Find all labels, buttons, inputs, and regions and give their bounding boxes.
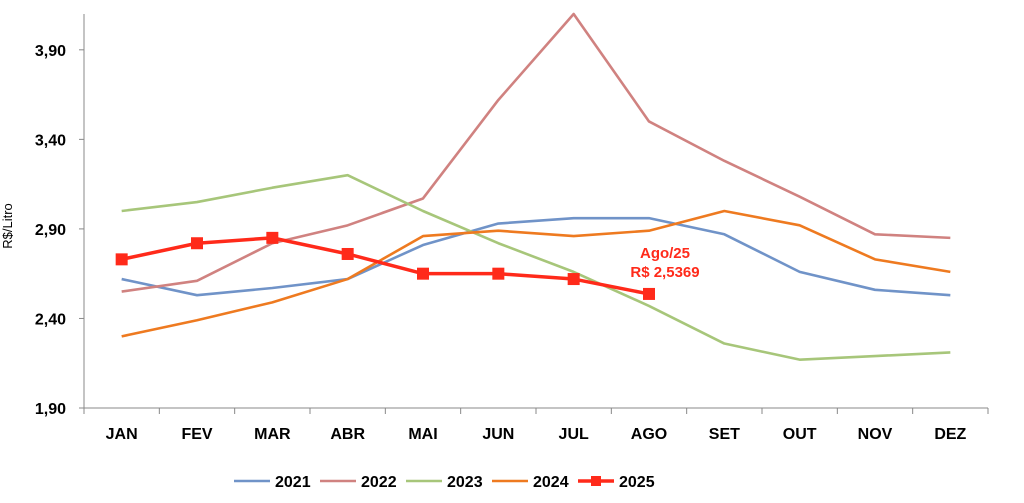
x-tick-label: AGO	[631, 426, 667, 443]
data-point-2025	[266, 231, 279, 244]
series-line-2021	[121, 216, 951, 297]
y-tick-label: 3,40	[35, 132, 66, 149]
x-tick-label: MAR	[254, 426, 291, 443]
series-line-2024	[121, 209, 951, 338]
x-tick-label: SET	[709, 426, 740, 443]
y-tick-labels: 1,90 2,40 2,90 3,40 3,90	[35, 43, 84, 418]
x-tick-label: FEV	[181, 426, 212, 443]
data-point-2025	[191, 237, 203, 250]
annotation-line: Ago/25	[640, 245, 690, 262]
data-annotation: Ago/25 R$ 2,5369	[630, 245, 699, 281]
data-point-2025	[567, 273, 580, 286]
x-tick-label: JAN	[106, 426, 138, 443]
data-point-2025	[492, 267, 505, 280]
chart-legend: 2021 2022 2023 2024 2025	[234, 474, 655, 491]
x-tick-label: DEZ	[934, 426, 966, 443]
data-point-2025	[417, 267, 429, 280]
x-tick-label: MAI	[408, 426, 437, 443]
series-line-2022	[121, 12, 951, 293]
legend-label-2021: 2021	[275, 474, 311, 491]
x-tick-label: OUT	[783, 426, 817, 443]
legend-label-2025: 2025	[619, 474, 655, 491]
data-point-2025	[341, 247, 354, 260]
legend-label-2023: 2023	[447, 474, 483, 491]
chart-axes	[83, 14, 989, 414]
legend-label-2022: 2022	[361, 474, 397, 491]
legend-marker-2025	[591, 476, 601, 486]
x-tick-label: ABR	[330, 426, 365, 443]
y-tick-label: 3,90	[35, 43, 66, 60]
data-point-2025	[115, 253, 128, 266]
legend-label-2024: 2024	[533, 474, 569, 491]
series-lines	[121, 12, 951, 361]
x-tick-labels: JAN FEV MAR ABR MAI JUN JUL AGO SET OUT NOV DEZ	[106, 426, 967, 443]
series-markers	[115, 231, 655, 300]
y-tick-label: 2,90	[35, 222, 66, 239]
data-point-2025	[643, 287, 655, 300]
x-tick-label: NOV	[858, 426, 893, 443]
x-tick-label: JUL	[559, 426, 589, 443]
series-line-2023	[121, 173, 951, 361]
y-axis-title: R$/Litro	[0, 203, 15, 249]
x-tick-label: JUN	[482, 426, 514, 443]
series-line-2025	[121, 236, 650, 296]
y-tick-label: 1,90	[35, 401, 66, 418]
y-tick-label: 2,40	[35, 311, 66, 328]
annotation-line: R$ 2,5369	[630, 264, 699, 281]
